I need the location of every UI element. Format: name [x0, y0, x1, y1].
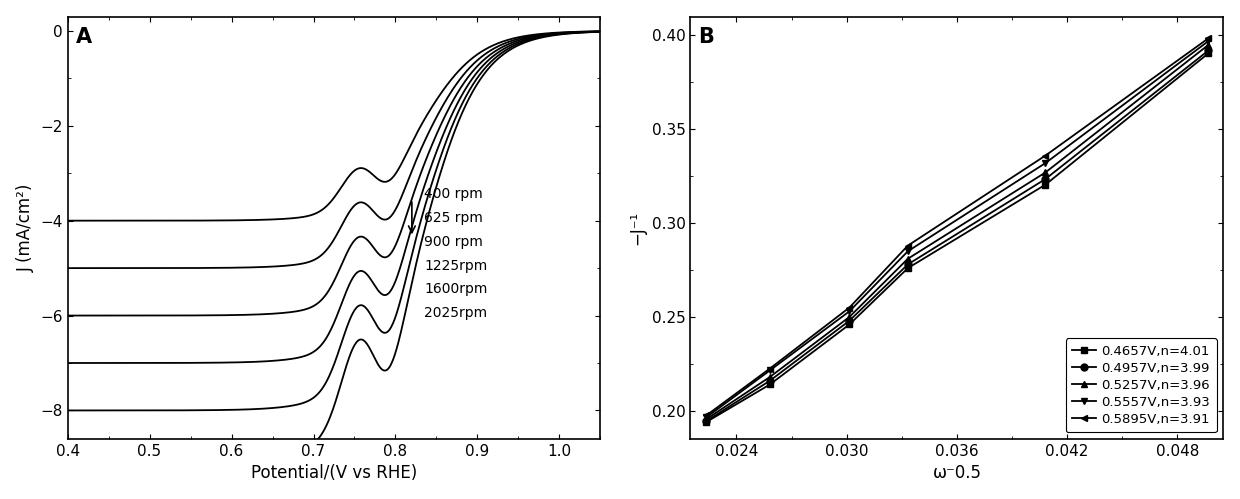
Text: 625 rpm: 625 rpm — [424, 211, 484, 225]
Text: 1600rpm: 1600rpm — [424, 282, 487, 296]
Text: A: A — [76, 27, 92, 47]
Text: 900 rpm: 900 rpm — [424, 235, 484, 249]
Y-axis label: −J⁻¹: −J⁻¹ — [629, 211, 646, 245]
Text: B: B — [698, 27, 714, 47]
Y-axis label: J (mA/cm²): J (mA/cm²) — [16, 184, 35, 272]
Text: 400 rpm: 400 rpm — [424, 188, 482, 202]
Legend: 0.4657V,n=4.01, 0.4957V,n=3.99, 0.5257V,n=3.96, 0.5557V,n=3.93, 0.5895V,n=3.91: 0.4657V,n=4.01, 0.4957V,n=3.99, 0.5257V,… — [1065, 338, 1216, 432]
X-axis label: Potential/(V vs RHE): Potential/(V vs RHE) — [250, 465, 417, 483]
Text: 2025rpm: 2025rpm — [424, 306, 487, 320]
Text: 1225rpm: 1225rpm — [424, 258, 487, 272]
X-axis label: ω⁻0.5: ω⁻0.5 — [932, 465, 981, 483]
